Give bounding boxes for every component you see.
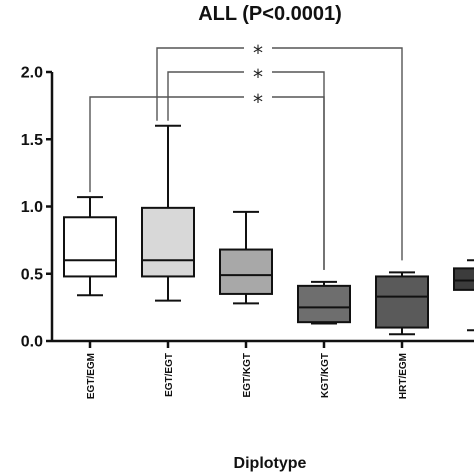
x-tick-label: EGT/EGM xyxy=(86,353,97,399)
iqr-box xyxy=(375,275,429,329)
y-tick-label: 0.0 xyxy=(21,334,43,351)
significance-bracket: * xyxy=(89,90,325,270)
chart-title: ALL (P<0.0001) xyxy=(198,3,342,25)
significance-star: * xyxy=(253,65,263,89)
bracket-right xyxy=(272,96,325,270)
y-tick-label: 2.0 xyxy=(21,65,43,82)
significance-star: * xyxy=(253,41,263,65)
x-tick-label: KGT/KGT xyxy=(320,353,331,398)
x-tick-label: EGT/EGT xyxy=(164,353,175,397)
bracket-left xyxy=(167,71,244,121)
bracket-left xyxy=(89,96,244,193)
x-axis-label: Diplotype xyxy=(234,455,307,472)
box-kgt-kgt xyxy=(297,280,351,325)
iqr-box xyxy=(141,206,195,278)
significance-star: * xyxy=(253,90,263,114)
iqr-box xyxy=(297,284,351,324)
x-axis: EGT/EGMEGT/EGTEGT/KGTKGT/KGTHRT/EGMHRT/E… xyxy=(52,339,474,399)
iqr-box xyxy=(219,248,273,295)
bracket-right xyxy=(272,47,403,261)
box-egt-egm xyxy=(63,196,117,297)
y-tick-label: 0.5 xyxy=(21,266,43,283)
y-tick-label: 1.0 xyxy=(21,199,43,216)
boxes-layer xyxy=(63,124,474,336)
box-hrt-egm xyxy=(375,271,429,336)
annotation-label-area xyxy=(236,36,280,116)
y-axis: 0.0 0.5 1.0 1.5 2.0 xyxy=(21,65,54,351)
x-tick-label: HRT/EGM xyxy=(398,353,409,399)
y-tick-label: 1.5 xyxy=(21,132,43,149)
x-tick-label: EGT/KGT xyxy=(242,353,253,397)
bracket-left xyxy=(156,47,244,121)
box-egt-kgt xyxy=(219,210,273,305)
box-hrt-egt xyxy=(453,259,474,332)
iqr-box xyxy=(63,216,117,278)
significance-annotations: *** xyxy=(89,36,403,270)
iqr-box xyxy=(453,267,474,291)
box-egt-egt xyxy=(141,124,195,302)
